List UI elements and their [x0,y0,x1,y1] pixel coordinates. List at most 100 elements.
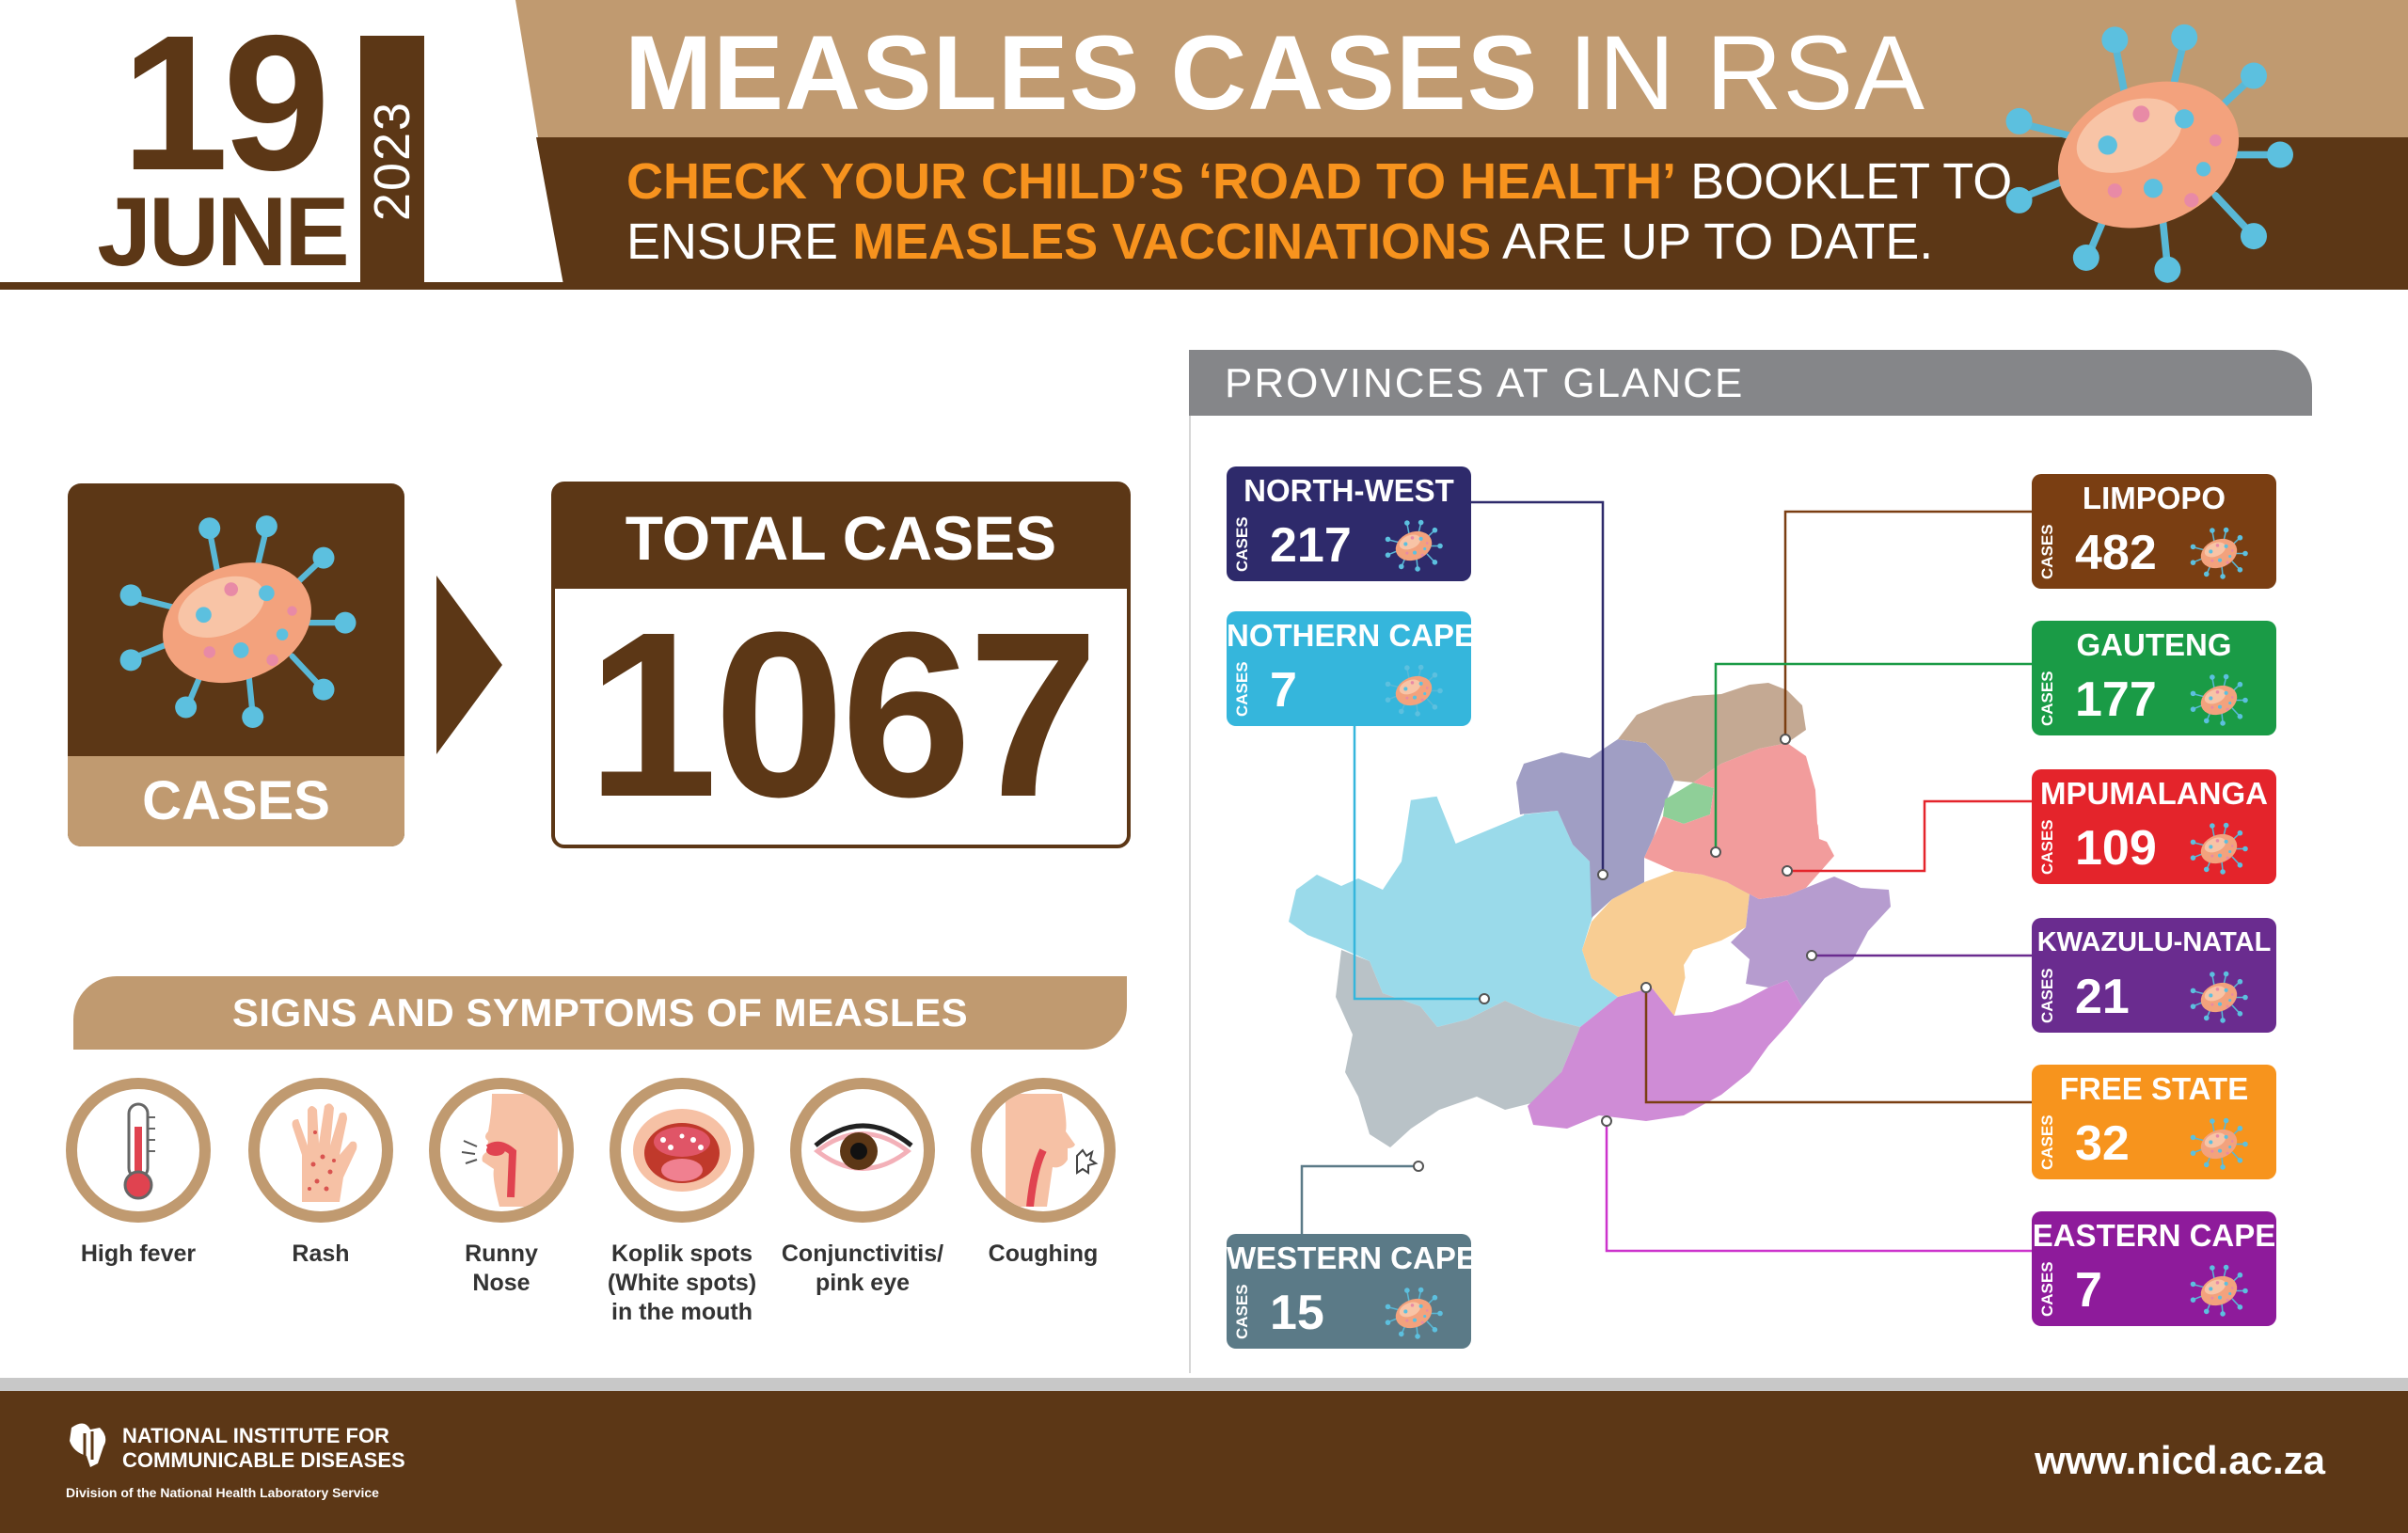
subtitle-line1: CHECK YOUR CHILD’S ‘ROAD TO HEALTH’ BOOK… [626,152,2012,211]
map-mpumalanga [1644,743,1834,899]
total-cases-header [555,485,1127,589]
province-card-gauteng: GAUTENG CASES 177 [2032,621,2276,735]
province-name: MPUMALANGA [2040,776,2268,811]
virus-icon [1384,1287,1444,1339]
title-light: IN RSA [1568,14,1925,132]
symptom-label: Conjunctivitis/ pink eye [768,1240,957,1298]
cases-caption: CASES [2038,671,2056,726]
cases-label: CASES [142,770,330,831]
date-day: 19 [120,0,330,211]
provinces-header [1189,350,2312,416]
cases-caption: CASES [1233,1284,1251,1339]
province-name: LIMPOPO [2082,481,2226,515]
cases-caption: CASES [2038,1114,2056,1170]
subtitle-start-2: ENSURE [626,213,839,270]
header-underline [0,282,564,290]
nose-icon [429,1078,574,1223]
province-card-north-west: NORTH-WEST CASES 217 [1227,466,1471,581]
province-card-free-state: FREE STATE CASES 32 [2032,1065,2276,1179]
province-value: 21 [2075,970,2130,1024]
arrow-right-icon [436,576,502,754]
symptom-label-line: High fever [80,1241,197,1267]
province-value: 109 [2075,821,2157,876]
year-bar [360,36,424,285]
province-name: WESTERN CAPE [1227,1241,1477,1275]
date-month: JUNE [97,178,349,287]
symptoms-banner [73,976,1127,1050]
thermometer-icon [66,1078,211,1223]
province-name: FREE STATE [2059,1071,2249,1106]
map-gauteng [1663,782,1714,824]
cases-caption: CASES [2038,1261,2056,1317]
symptom-label-line: Coughing [988,1241,1099,1267]
province-value: 177 [2075,672,2157,727]
map-lesotho [1684,942,1750,1001]
map-limpopo [1618,683,1806,782]
province-name: EASTERN CAPE [2032,1218,2276,1253]
virus-icon [2189,527,2249,579]
total-cases-label: TOTAL CASES [625,503,1057,573]
virus-icon [1384,664,1444,717]
symptom-label: Rash [227,1240,415,1269]
symptom-label-line: Nose [472,1270,531,1296]
province-value: 7 [2075,1263,2102,1318]
map-northern-cape [1289,796,1618,1027]
province-value: 32 [2075,1116,2130,1171]
cases-caption: CASES [1233,516,1251,572]
subtitle-rest-2: ARE UP TO DATE. [1502,213,1934,270]
nicd-logo-icon [70,1423,106,1467]
map-free-state [1582,871,1750,1016]
footer-divider [0,1378,2408,1391]
symptoms-title: SIGNS AND SYMPTOMS OF MEASLES [231,990,969,1035]
province-card-western-cape: WESTERN CAPE CASES 15 [1227,1234,1477,1349]
province-value: 7 [1270,663,1297,718]
website-link[interactable]: www.nicd.ac.za [2035,1438,2325,1482]
symptom-label-line: Runny [465,1241,538,1267]
cases-tile-footer [68,756,404,846]
eye-icon [790,1078,935,1223]
subtitle-highlight-1: CHECK YOUR CHILD’S ‘ROAD TO HEALTH’ [626,153,1677,210]
subtitle-line2: ENSURE MEASLES VACCINATIONS ARE UP TO DA… [626,213,1933,271]
map-north-west [1516,739,1674,918]
logo-text-line2: COMMUNICABLE DISEASES [122,1448,405,1472]
map-eastern-cape [1528,980,1802,1129]
province-card-mpumalanga: MPUMALANGA CASES 109 [2032,769,2276,884]
province-value: 15 [1270,1286,1324,1340]
virus-icon [1384,519,1444,572]
total-cases-value: 1067 [586,583,1099,846]
cases-caption: CASES [2038,524,2056,579]
province-card-kwazulu-natal: KWAZULU-NATAL CASES 21 [2032,918,2276,1033]
provinces-title: PROVINCES AT GLANCE [1225,360,1745,406]
symptom-label: Runny Nose [407,1240,595,1298]
symptom-label: Koplik spots (White spots) in the mouth [588,1240,776,1327]
provinces-divider [1189,416,1191,1373]
map-eswatini [1817,811,1844,845]
cases-caption: CASES [2038,968,2056,1023]
province-card-eastern-cape: EASTERN CAPE CASES 7 [2032,1211,2276,1326]
symptom-label: Coughing [949,1240,1137,1269]
subtitle-rest-1: BOOKLET TO [1690,153,2013,210]
symptom-label-line: (White spots) [607,1270,757,1296]
province-name: GAUTENG [2076,627,2232,662]
page-title: MEASLES CASES IN RSA [625,17,1925,130]
province-name: NORTH-WEST [1244,473,1454,508]
province-value: 482 [2075,526,2157,580]
logo-text-line1: NATIONAL INSTITUTE FOR [122,1424,389,1447]
logo-subtext: Division of the National Health Laborato… [66,1485,379,1500]
cases-caption: CASES [1233,661,1251,717]
subtitle-highlight-2: MEASLES VACCINATIONS [852,213,1492,270]
footer [0,1391,2408,1533]
province-name: KWAZULU-NATAL [2036,927,2272,957]
symptom-label-line: Koplik spots [610,1241,752,1267]
title-bold: MEASLES CASES [625,14,1539,132]
virus-icon [2189,971,2249,1023]
province-value: 217 [1270,518,1352,573]
symptom-label-line: in the mouth [611,1299,752,1325]
cases-caption: CASES [2038,819,2056,875]
symptom-label-line: Conjunctivitis/ [781,1241,944,1267]
virus-icon [2189,1264,2249,1317]
symptom-label-line: Rash [292,1241,350,1267]
map-kwazulu-natal [1727,877,1891,1006]
virus-icon [2189,1117,2249,1170]
